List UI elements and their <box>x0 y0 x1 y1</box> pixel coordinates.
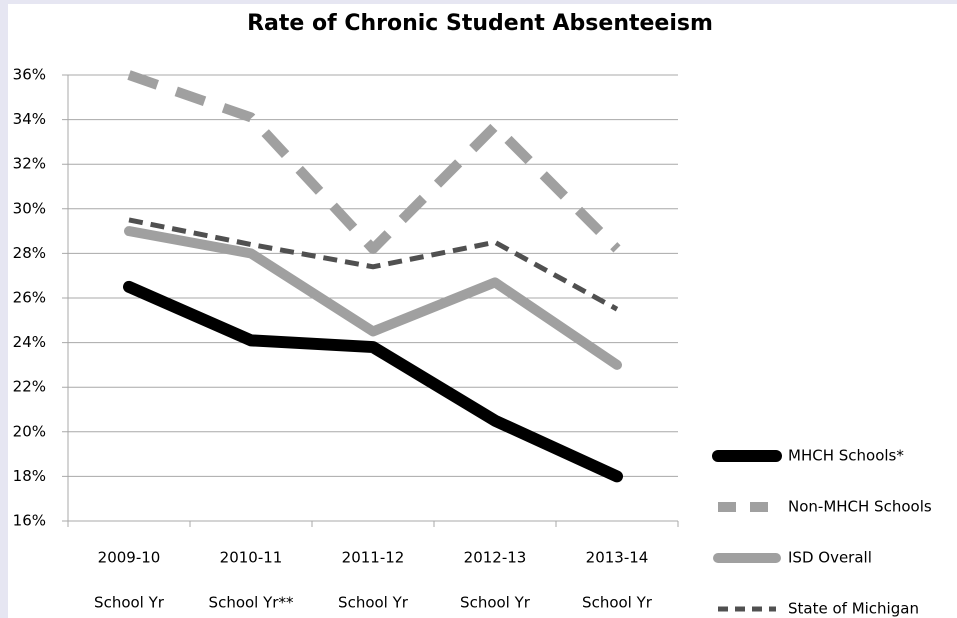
legend-label: State of Michigan <box>788 600 919 618</box>
y-tick-label: 18% <box>13 467 46 485</box>
series-line <box>128 217 619 312</box>
legend-label: Non-MHCH Schools <box>788 498 932 516</box>
y-tick-label: 26% <box>13 289 46 307</box>
y-tick-label: 28% <box>13 244 46 262</box>
x-tick-label: 2013-14 <box>586 549 649 567</box>
x-tick-label: 2009-10 <box>98 549 161 567</box>
x-tick-label: School Yr <box>582 594 653 612</box>
x-tick-label: School Yr <box>338 594 409 612</box>
y-tick-label: 20% <box>13 422 46 440</box>
x-tick-label: 2011-12 <box>342 549 405 567</box>
y-tick-label: 22% <box>13 378 46 396</box>
chart-background <box>8 4 957 618</box>
x-tick-label: 2012-13 <box>464 549 527 567</box>
y-tick-label: 30% <box>13 199 46 217</box>
legend-label: ISD Overall <box>788 549 872 567</box>
series-line <box>123 280 623 483</box>
series-line <box>127 70 621 254</box>
x-tick-label: School Yr** <box>209 594 294 612</box>
y-tick-label: 16% <box>13 512 46 530</box>
y-tick-label: 32% <box>13 155 46 173</box>
chart-title: Rate of Chronic Student Absenteeism <box>247 11 713 36</box>
legend-label: MHCH Schools* <box>788 447 904 465</box>
y-tick-label: 36% <box>13 66 46 84</box>
y-tick-label: 34% <box>13 110 46 128</box>
series-line <box>124 226 622 370</box>
x-tick-label: School Yr <box>460 594 531 612</box>
x-tick-label: School Yr <box>94 594 165 612</box>
x-tick-label: 2010-11 <box>220 549 283 567</box>
y-tick-label: 24% <box>13 333 46 351</box>
